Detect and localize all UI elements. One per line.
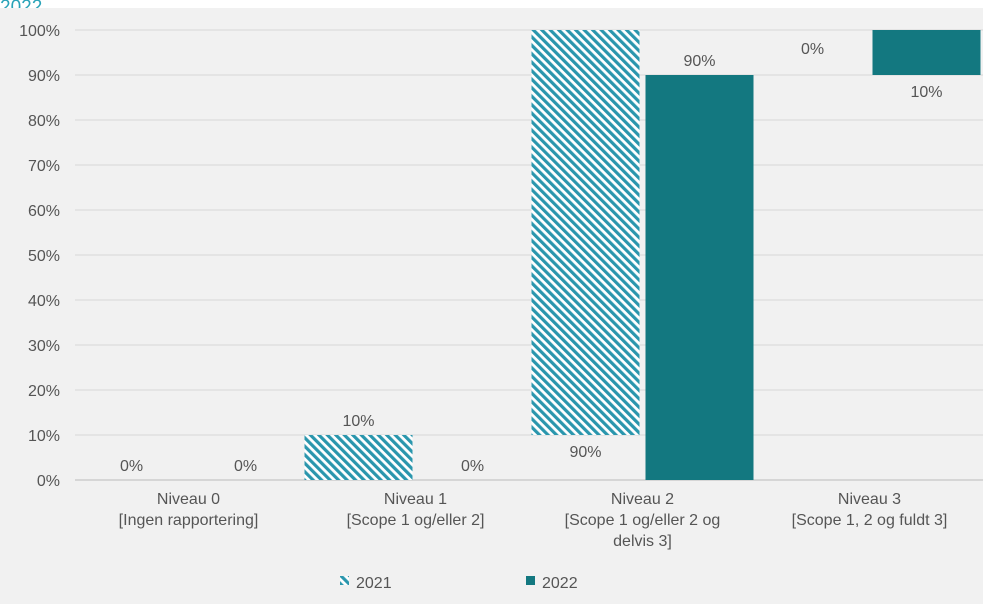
- y-tick-label: 20%: [28, 383, 60, 400]
- bar-2021: [531, 30, 640, 435]
- legend-label: 2021: [356, 575, 392, 592]
- y-tick-label: 100%: [19, 23, 60, 40]
- y-tick-label: 10%: [28, 428, 60, 445]
- data-label: 0%: [120, 458, 143, 475]
- y-tick-label: 90%: [28, 68, 60, 85]
- y-tick-label: 40%: [28, 293, 60, 310]
- category-label: Niveau 2 [Scope 1 og/eller 2 og delvis 3]: [565, 491, 721, 550]
- category-label: Niveau 3 [Scope 1, 2 og fuldt 3]: [792, 491, 948, 529]
- category-label: Niveau 0 [Ingen rapportering]: [119, 491, 259, 529]
- bar-2022: [872, 30, 981, 75]
- y-tick-label: 80%: [28, 113, 60, 130]
- data-label: 90%: [683, 53, 715, 70]
- legend-label: 2022: [542, 575, 578, 592]
- y-tick-label: 70%: [28, 158, 60, 175]
- y-tick-label: 0%: [37, 473, 60, 490]
- data-label: 0%: [461, 458, 484, 475]
- bar-2022: [645, 75, 754, 480]
- y-tick-label: 50%: [28, 248, 60, 265]
- data-label: 0%: [801, 41, 824, 58]
- y-tick-label: 30%: [28, 338, 60, 355]
- category-label: Niveau 1 [Scope 1 og/eller 2]: [347, 491, 485, 529]
- legend-swatch: [526, 576, 535, 585]
- data-label: 0%: [234, 458, 257, 475]
- data-label: 90%: [569, 444, 601, 461]
- chart-top-label: 2022: [0, 0, 42, 8]
- bar-chart: 0% 10% 20% 30% 40% 50% 60% 70% 80% 90% 100% 0% 10% 90…: [19, 23, 983, 592]
- y-tick-label: 60%: [28, 203, 60, 220]
- data-label: 10%: [342, 413, 374, 430]
- legend-swatch: [340, 576, 349, 585]
- data-label: 10%: [910, 84, 942, 101]
- bar-2021: [304, 435, 413, 480]
